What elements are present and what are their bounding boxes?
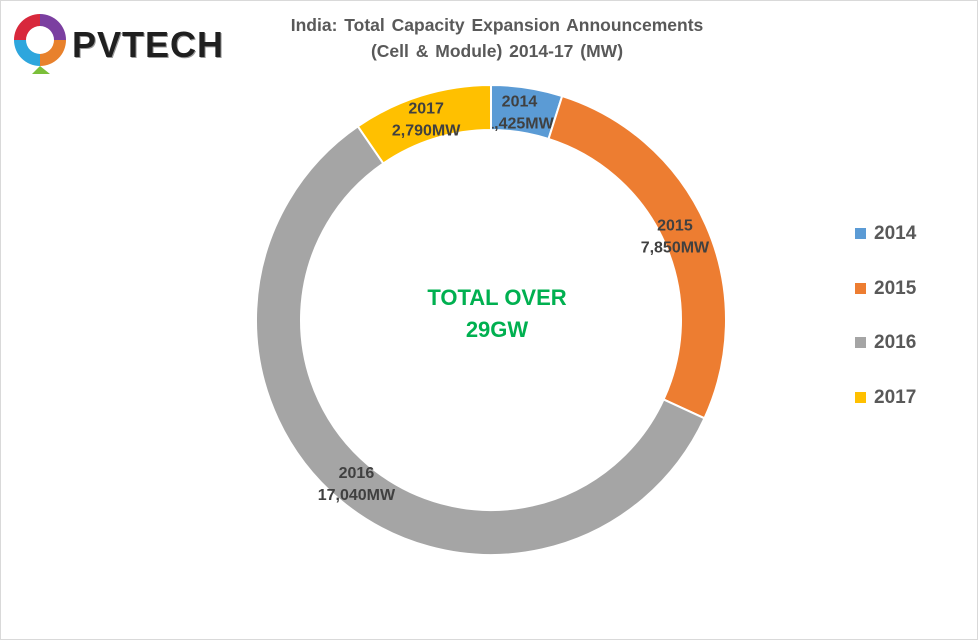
data-label-value-2015: 7,850MW [641,239,710,256]
doughnut-slice-2015 [547,94,727,420]
legend-swatch-2017 [855,391,866,403]
legend: 2014 2015 2016 2017 [855,223,916,441]
legend-item-2014: 2014 [855,223,916,278]
chart-title-line-1: India: Total Capacity Expansion Announce… [290,15,704,35]
legend-label-2017: 2017 [874,386,917,408]
chart-title: India: Total Capacity Expansion Announce… [250,12,744,64]
data-label-category-2017: 2017 [408,101,444,118]
pvtech-logo: PVTECH [10,8,240,76]
data-label-2014: 2014 1,425MW [485,94,554,133]
data-label-value-2017: 2,790MW [392,123,461,140]
data-label-category-2015: 2015 [657,217,693,234]
logo-swirl-icon [14,14,66,74]
legend-label-2016: 2016 [874,332,917,353]
legend-item-2017: 2017 [855,387,916,442]
legend-label-2014: 2014 [874,223,917,244]
legend-swatch-2015 [855,282,866,294]
center-text-line-1: TOTAL OVER [427,285,567,310]
data-label-category-2016: 2016 [339,465,375,482]
data-label-category-2014: 2014 [502,94,538,111]
center-text-line-2: 29GW [465,317,529,342]
data-label-value-2016: 17,040MW [318,487,396,504]
data-label-2017: 2017 2,790MW [392,101,461,140]
doughnut-slice-2016 [255,124,706,556]
data-label-2016: 2016 17,040MW [318,465,396,504]
logo-text: PVTECH [72,24,225,65]
legend-swatch-2016 [855,337,866,348]
data-label-value-2014: 1,425MW [485,116,554,133]
data-label-2015: 2015 7,850MW [641,217,710,256]
legend-item-2016: 2016 [855,332,916,387]
legend-item-2015: 2015 [855,278,916,333]
legend-swatch-2014 [855,228,866,239]
doughnut-slice-2017 [356,83,492,165]
center-total-text: TOTAL OVER 29GW [392,282,602,346]
legend-label-2015: 2015 [874,277,917,299]
chart-title-line-2: (Cell & Module) 2014-17 (MW) [370,41,624,61]
